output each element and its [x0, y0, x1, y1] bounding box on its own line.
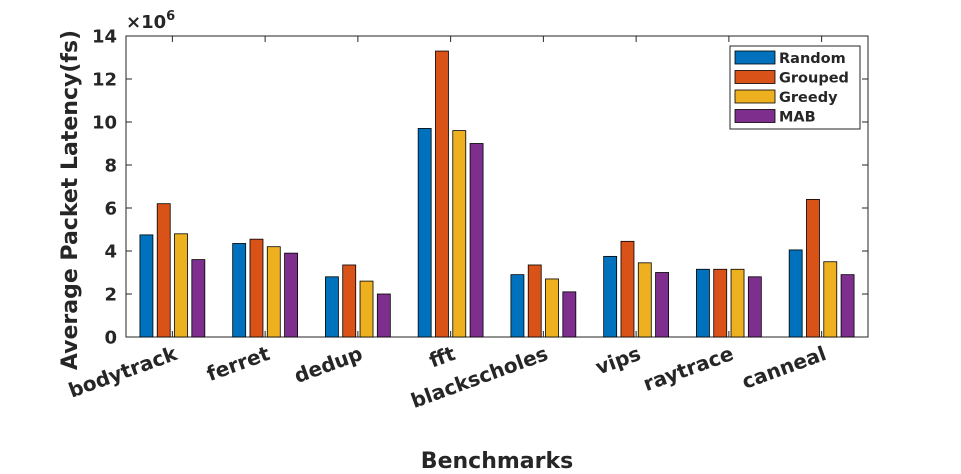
legend-swatch-mab [734, 109, 776, 123]
y-tick-label: 12 [92, 70, 117, 91]
legend-swatch-greedy [734, 89, 776, 104]
bar-grouped-bodytrack [156, 203, 171, 338]
bar-mab-canneal [840, 274, 855, 338]
bar-grouped-blackscholes [527, 264, 542, 338]
bar-grouped-canneal [806, 198, 820, 338]
bar-greedy-dedup [359, 280, 374, 338]
y-tick-label: 14 [92, 27, 117, 48]
legend-label-grouped: Grouped [779, 71, 849, 87]
bar-random-bodytrack [139, 234, 154, 338]
legend-label-greedy: Greedy [779, 90, 838, 106]
x-tick-label-canneal: canneal [739, 341, 830, 394]
bar-mab-bodytrack [191, 259, 206, 338]
bar-greedy-blackscholes [545, 278, 559, 338]
x-axis-title: Benchmarks [421, 449, 573, 474]
y-axis: 0 2 4 6 8 10 12 14 [92, 27, 868, 349]
bar-grouped-vips [620, 240, 635, 338]
x-tick-label-fft: fft [426, 341, 459, 373]
y-tick-label: 10 [92, 113, 117, 134]
y-tick-label: 2 [104, 285, 117, 306]
y-tick-label: 0 [104, 328, 117, 349]
bar-mab-ferret [284, 252, 298, 338]
bar-random-vips [603, 255, 618, 338]
bar-random-dedup [325, 276, 339, 338]
bar-greedy-vips [637, 262, 652, 338]
legend-label-mab: MAB [779, 110, 816, 126]
bar-greedy-ferret [266, 246, 281, 338]
bar-random-canneal [788, 249, 803, 338]
bar-grouped-fft [435, 50, 449, 338]
bar-greedy-canneal [823, 261, 838, 338]
x-tick-label-vips: vips [592, 341, 644, 379]
legend-label-random: Random [779, 51, 846, 67]
legend-swatch-grouped [734, 70, 776, 84]
bar-random-blackscholes [510, 274, 525, 338]
bar-grouped-ferret [249, 238, 264, 338]
bar-random-raytrace [696, 268, 710, 338]
y-tick-label: 6 [104, 199, 117, 220]
y-axis-title: Average Packet Latency(fs) [58, 30, 83, 370]
y-tick-label: 4 [104, 242, 117, 263]
bar-mab-raytrace [747, 276, 762, 338]
bar-mab-blackscholes [562, 291, 577, 338]
bar-greedy-bodytrack [174, 233, 188, 338]
bar-grouped-dedup [342, 264, 357, 338]
bars-group [139, 50, 855, 338]
bar-random-fft [417, 128, 432, 338]
x-tick-label-raytrace: raytrace [640, 341, 737, 396]
bar-random-ferret [232, 243, 247, 338]
legend-swatch-random [734, 50, 776, 65]
legend: Random Grouped Greedy MAB [729, 45, 861, 130]
x-tick-label-dedup: dedup [291, 341, 366, 388]
bar-greedy-fft [452, 130, 467, 338]
bar-grouped-raytrace [713, 268, 728, 338]
y-tick-label: 8 [104, 156, 117, 177]
bar-greedy-raytrace [730, 268, 745, 338]
bar-mab-dedup [376, 293, 391, 338]
bar-mab-vips [655, 272, 669, 338]
bar-mab-fft [469, 143, 484, 338]
x-tick-label-ferret: ferret [203, 341, 273, 386]
y-exponent-label: ×106 [126, 9, 175, 33]
